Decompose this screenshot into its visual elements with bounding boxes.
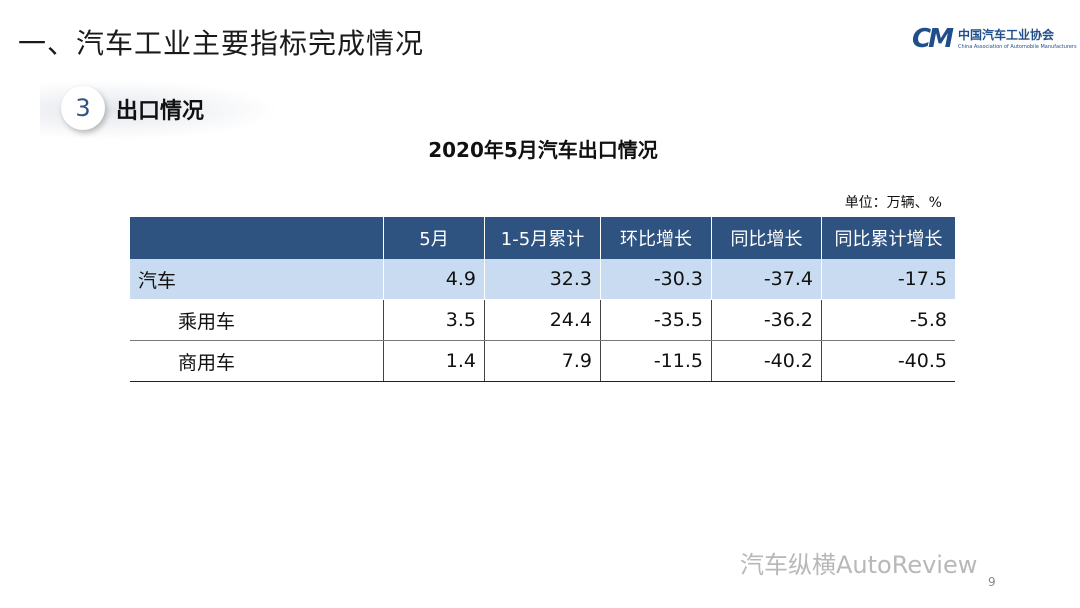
cell: 32.3 — [484, 259, 601, 300]
table-row: 商用车 1.4 7.9 -11.5 -40.2 -40.5 — [130, 340, 955, 382]
cell: 24.4 — [484, 299, 601, 341]
cell: 3.5 — [383, 299, 485, 341]
table-body: 汽车 4.9 32.3 -30.3 -37.4 -17.5 乘用车 3.5 24.4 -35.5-… — [130, 259, 955, 382]
cell: 7.9 — [484, 340, 601, 382]
header-cell — [130, 217, 384, 259]
header-row: 5月 1-5月累计 环比增长 同比增长 同比累计增长 — [130, 217, 955, 259]
row-label: 乘用车 — [130, 299, 384, 341]
cell: -40.2 — [711, 340, 822, 382]
cell: -30.3 — [600, 259, 712, 300]
section-number: 3 — [61, 86, 105, 130]
header-cell: 环比增长 — [600, 217, 712, 259]
watermark: 汽车纵横AutoReview — [740, 551, 978, 579]
header-cell: 同比增长 — [711, 217, 822, 259]
table-row: 汽车 4.9 32.3 -30.3 -37.4 -17.5 — [130, 259, 955, 300]
cell: 1.4 — [383, 340, 485, 382]
cell: -17.5 — [821, 259, 955, 300]
logo-mark: CM — [912, 24, 954, 54]
cell: 4.9 — [383, 259, 485, 300]
table-title: 2020年5月汽车出口情况 — [428, 138, 658, 162]
data-table: 5月 1-5月累计 环比增长 同比增长 同比累计增长 汽车 4.9 32.3 -30.3 -37… — [130, 217, 955, 382]
logo-name: 中国汽车工业协会 — [958, 28, 1055, 42]
table-unit: 单位：万辆、% — [844, 195, 942, 211]
row-label: 汽车 — [130, 259, 384, 300]
header-cell: 同比累计增长 — [821, 217, 955, 259]
page-number: 9 — [988, 575, 996, 589]
logo: CM 中国汽车工业协会 China Association of Automob… — [912, 22, 1077, 62]
cell: -40.5 — [821, 340, 955, 382]
row-label: 商用车 — [130, 340, 384, 382]
header-cell: 5月 — [383, 217, 485, 259]
cell: -11.5 — [600, 340, 712, 382]
section-title: 出口情况 — [116, 99, 205, 124]
cell: -36.2 — [711, 299, 822, 341]
header-cell: 1-5月累计 — [484, 217, 601, 259]
cell: -35.5 — [600, 299, 712, 341]
table-row: 乘用车 3.5 24.4 -35.5 -36.2 -5.8 — [130, 299, 955, 341]
cell: -5.8 — [821, 299, 955, 341]
logo-subtitle: China Association of Automobile Manufact… — [958, 44, 1077, 50]
slide-title: 一、汽车工业主要指标完成情况 — [18, 27, 425, 60]
cell: -37.4 — [711, 259, 822, 300]
